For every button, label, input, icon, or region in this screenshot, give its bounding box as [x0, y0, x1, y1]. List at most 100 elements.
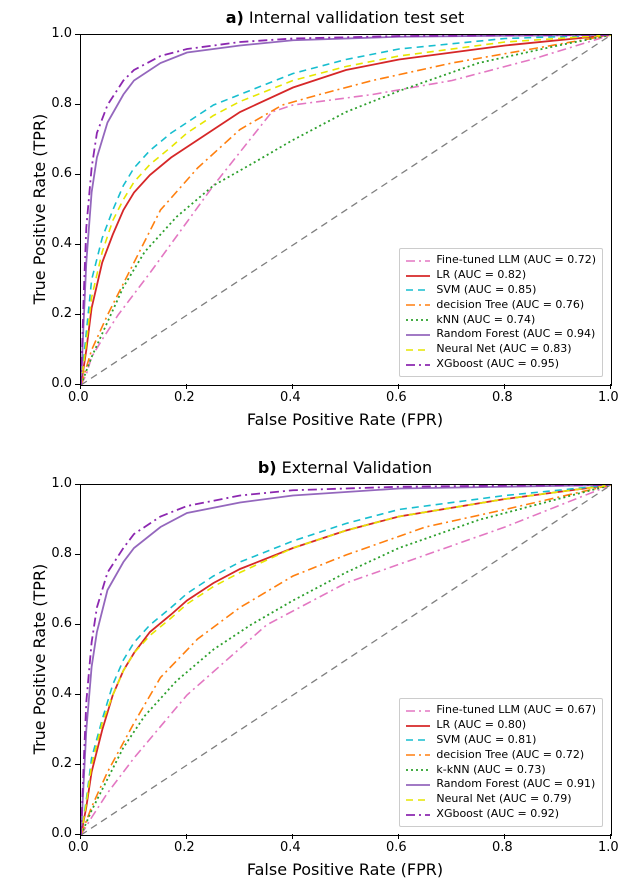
xtick-label: 0.6	[386, 390, 407, 405]
ytick-mark	[75, 244, 80, 245]
legend-label: Fine-tuned LLM (AUC = 0.72)	[436, 253, 596, 268]
ytick-mark	[75, 554, 80, 555]
xtick-label: 0.2	[174, 390, 195, 405]
ytick-label: 0.0	[51, 826, 72, 841]
xtick-label: 0.0	[68, 390, 89, 405]
legend-row: SVM (AUC = 0.85)	[406, 283, 596, 298]
ytick-mark	[75, 104, 80, 105]
subplot-title-b: b) External Validation	[80, 458, 610, 477]
xtick-label: 0.8	[492, 390, 513, 405]
ytick-mark	[75, 694, 80, 695]
legend-swatch-icon	[406, 749, 430, 761]
legend-label: LR (AUC = 0.80)	[436, 718, 526, 733]
figure: a) Internal vallidation test set Fine-tun…	[0, 0, 640, 887]
ytick-label: 0.6	[51, 166, 72, 181]
xtick-label: 0.8	[492, 840, 513, 855]
xtick-mark	[80, 384, 81, 389]
ytick-label: 0.4	[51, 236, 72, 251]
legend-b: Fine-tuned LLM (AUC = 0.67)LR (AUC = 0.8…	[399, 698, 603, 827]
xtick-mark	[292, 834, 293, 839]
legend-row: Random Forest (AUC = 0.94)	[406, 327, 596, 342]
legend-label: SVM (AUC = 0.81)	[436, 733, 536, 748]
xtick-mark	[398, 384, 399, 389]
ytick-mark	[75, 624, 80, 625]
ytick-label: 0.2	[51, 306, 72, 321]
legend-swatch-icon	[406, 344, 430, 356]
legend-swatch-icon	[406, 329, 430, 341]
legend-label: Fine-tuned LLM (AUC = 0.67)	[436, 703, 596, 718]
legend-row: k-kNN (AUC = 0.73)	[406, 763, 596, 778]
legend-swatch-icon	[406, 734, 430, 746]
legend-swatch-icon	[406, 314, 430, 326]
xtick-mark	[398, 834, 399, 839]
plot-area-a: Fine-tuned LLM (AUC = 0.72)LR (AUC = 0.8…	[80, 34, 612, 386]
legend-label: Neural Net (AUC = 0.83)	[436, 342, 571, 357]
legend-swatch-icon	[406, 764, 430, 776]
legend-label: Random Forest (AUC = 0.91)	[436, 777, 595, 792]
xtick-label: 0.4	[280, 390, 301, 405]
ytick-mark	[75, 174, 80, 175]
legend-label: XGboost (AUC = 0.95)	[436, 357, 559, 372]
ytick-mark	[75, 34, 80, 35]
legend-row: kNN (AUC = 0.74)	[406, 313, 596, 328]
legend-label: decision Tree (AUC = 0.72)	[436, 748, 584, 763]
legend-label: decision Tree (AUC = 0.76)	[436, 298, 584, 313]
xtick-mark	[610, 384, 611, 389]
xtick-label: 1.0	[598, 390, 619, 405]
ylabel: True Positive Rate (TPR)	[30, 559, 49, 759]
xtick-mark	[610, 834, 611, 839]
ytick-mark	[75, 764, 80, 765]
legend-swatch-icon	[406, 359, 430, 371]
legend-a: Fine-tuned LLM (AUC = 0.72)LR (AUC = 0.8…	[399, 248, 603, 377]
ytick-label: 0.6	[51, 616, 72, 631]
legend-swatch-icon	[406, 255, 430, 267]
ytick-label: 0.8	[51, 546, 72, 561]
subplot-title-a: a) Internal vallidation test set	[80, 8, 610, 27]
ytick-mark	[75, 384, 80, 385]
legend-row: Random Forest (AUC = 0.91)	[406, 777, 596, 792]
legend-label: Neural Net (AUC = 0.79)	[436, 792, 571, 807]
ytick-mark	[75, 834, 80, 835]
legend-swatch-icon	[406, 299, 430, 311]
legend-swatch-icon	[406, 809, 430, 821]
ytick-label: 1.0	[51, 26, 72, 41]
legend-label: k-kNN (AUC = 0.73)	[436, 763, 545, 778]
ytick-label: 0.8	[51, 96, 72, 111]
ytick-label: 0.0	[51, 376, 72, 391]
legend-swatch-icon	[406, 779, 430, 791]
ytick-mark	[75, 484, 80, 485]
xlabel: False Positive Rate (FPR)	[80, 860, 610, 879]
legend-row: SVM (AUC = 0.81)	[406, 733, 596, 748]
legend-row: decision Tree (AUC = 0.72)	[406, 748, 596, 763]
xtick-label: 1.0	[598, 840, 619, 855]
legend-row: Fine-tuned LLM (AUC = 0.67)	[406, 703, 596, 718]
legend-row: XGboost (AUC = 0.92)	[406, 807, 596, 822]
xtick-mark	[80, 834, 81, 839]
xtick-mark	[186, 834, 187, 839]
xtick-label: 0.6	[386, 840, 407, 855]
legend-row: Neural Net (AUC = 0.79)	[406, 792, 596, 807]
legend-swatch-icon	[406, 284, 430, 296]
xtick-label: 0.4	[280, 840, 301, 855]
xtick-label: 0.2	[174, 840, 195, 855]
legend-label: XGboost (AUC = 0.92)	[436, 807, 559, 822]
legend-swatch-icon	[406, 720, 430, 732]
ytick-label: 1.0	[51, 476, 72, 491]
legend-label: kNN (AUC = 0.74)	[436, 313, 535, 328]
legend-row: Neural Net (AUC = 0.83)	[406, 342, 596, 357]
legend-row: decision Tree (AUC = 0.76)	[406, 298, 596, 313]
legend-label: Random Forest (AUC = 0.94)	[436, 327, 595, 342]
legend-row: XGboost (AUC = 0.95)	[406, 357, 596, 372]
xtick-mark	[292, 384, 293, 389]
ylabel: True Positive Rate (TPR)	[30, 109, 49, 309]
ytick-label: 0.4	[51, 686, 72, 701]
plot-area-b: Fine-tuned LLM (AUC = 0.67)LR (AUC = 0.8…	[80, 484, 612, 836]
ytick-label: 0.2	[51, 756, 72, 771]
legend-row: LR (AUC = 0.82)	[406, 268, 596, 283]
legend-row: LR (AUC = 0.80)	[406, 718, 596, 733]
legend-swatch-icon	[406, 794, 430, 806]
xtick-mark	[186, 384, 187, 389]
xtick-label: 0.0	[68, 840, 89, 855]
xtick-mark	[504, 834, 505, 839]
xtick-mark	[504, 384, 505, 389]
